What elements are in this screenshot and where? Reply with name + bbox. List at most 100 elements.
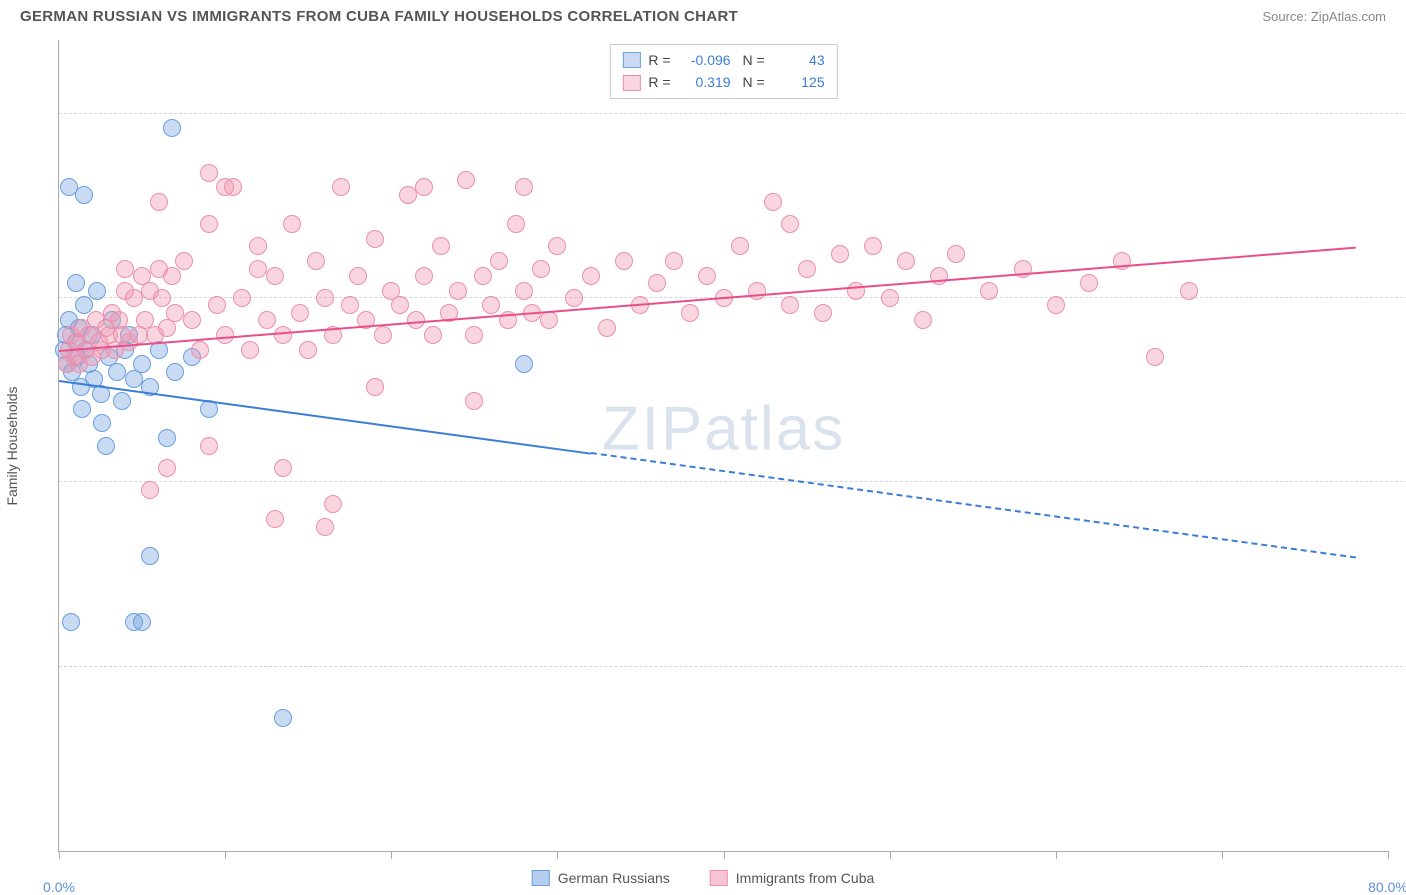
data-point: [424, 326, 442, 344]
data-point: [141, 481, 159, 499]
legend-swatch: [622, 52, 640, 68]
stats-row: R =0.319 N =125: [622, 71, 824, 93]
data-point: [158, 429, 176, 447]
stat-n-label: N =: [739, 49, 765, 71]
data-point: [258, 311, 276, 329]
data-point: [548, 237, 566, 255]
stat-n-label: N =: [739, 71, 765, 93]
data-point: [366, 230, 384, 248]
data-point: [133, 613, 151, 631]
stat-r-value: 0.319: [679, 71, 731, 93]
data-point: [1146, 348, 1164, 366]
bottom-legend: German Russians Immigrants from Cuba: [532, 870, 875, 886]
x-tick: [225, 851, 226, 859]
data-point: [113, 392, 131, 410]
data-point: [332, 178, 350, 196]
stats-box: R =-0.096 N =43R =0.319 N =125: [609, 44, 837, 99]
y-tick-label: 75.0%: [1395, 274, 1406, 290]
data-point: [432, 237, 450, 255]
data-point: [748, 282, 766, 300]
chart-container: Family Households ZIPatlas R =-0.096 N =…: [18, 40, 1388, 852]
x-tick: [59, 851, 60, 859]
data-point: [698, 267, 716, 285]
data-point: [457, 171, 475, 189]
data-point: [798, 260, 816, 278]
data-point: [88, 282, 106, 300]
data-point: [1180, 282, 1198, 300]
data-point: [781, 215, 799, 233]
x-tick-label: 80.0%: [1368, 879, 1406, 895]
data-point: [67, 274, 85, 292]
data-point: [233, 289, 251, 307]
chart-source: Source: ZipAtlas.com: [1262, 9, 1386, 24]
data-point: [316, 518, 334, 536]
data-point: [490, 252, 508, 270]
data-point: [731, 237, 749, 255]
data-point: [341, 296, 359, 314]
data-point: [324, 495, 342, 513]
y-tick-label: 25.0%: [1395, 643, 1406, 659]
data-point: [565, 289, 583, 307]
data-point: [208, 296, 226, 314]
data-point: [980, 282, 998, 300]
data-point: [814, 304, 832, 322]
data-point: [482, 296, 500, 314]
data-point: [449, 282, 467, 300]
data-point: [881, 289, 899, 307]
data-point: [582, 267, 600, 285]
data-point: [914, 311, 932, 329]
legend-swatch: [532, 870, 550, 886]
data-point: [507, 215, 525, 233]
data-point: [175, 252, 193, 270]
data-point: [307, 252, 325, 270]
stats-row: R =-0.096 N =43: [622, 49, 824, 71]
data-point: [847, 282, 865, 300]
stat-r-label: R =: [648, 71, 670, 93]
data-point: [366, 378, 384, 396]
gridline-h: [59, 481, 1406, 482]
legend-swatch: [710, 870, 728, 886]
data-point: [183, 311, 201, 329]
data-point: [97, 437, 115, 455]
x-tick: [557, 851, 558, 859]
data-point: [108, 363, 126, 381]
data-point: [515, 178, 533, 196]
data-point: [200, 164, 218, 182]
legend-item: Immigrants from Cuba: [710, 870, 874, 886]
chart-title: GERMAN RUSSIAN VS IMMIGRANTS FROM CUBA F…: [20, 8, 738, 25]
data-point: [316, 289, 334, 307]
trend-line: [591, 452, 1356, 558]
data-point: [540, 311, 558, 329]
watermark: ZIPatlas: [602, 394, 845, 465]
data-point: [648, 274, 666, 292]
data-point: [299, 341, 317, 359]
data-point: [274, 326, 292, 344]
x-tick: [1056, 851, 1057, 859]
data-point: [133, 355, 151, 373]
data-point: [153, 289, 171, 307]
plot-area: ZIPatlas R =-0.096 N =43R =0.319 N =125 …: [58, 40, 1388, 852]
data-point: [399, 186, 417, 204]
data-point: [665, 252, 683, 270]
data-point: [1080, 274, 1098, 292]
gridline-h: [59, 113, 1406, 114]
data-point: [150, 193, 168, 211]
x-tick: [890, 851, 891, 859]
data-point: [474, 267, 492, 285]
data-point: [249, 260, 267, 278]
data-point: [349, 267, 367, 285]
data-point: [515, 355, 533, 373]
data-point: [125, 289, 143, 307]
chart-header: GERMAN RUSSIAN VS IMMIGRANTS FROM CUBA F…: [0, 0, 1406, 29]
data-point: [62, 613, 80, 631]
gridline-h: [59, 666, 1406, 667]
data-point: [266, 510, 284, 528]
data-point: [93, 414, 111, 432]
data-point: [274, 459, 292, 477]
data-point: [598, 319, 616, 337]
legend-item: German Russians: [532, 870, 670, 886]
x-tick: [724, 851, 725, 859]
x-tick: [1388, 851, 1389, 859]
x-tick: [1222, 851, 1223, 859]
data-point: [75, 186, 93, 204]
